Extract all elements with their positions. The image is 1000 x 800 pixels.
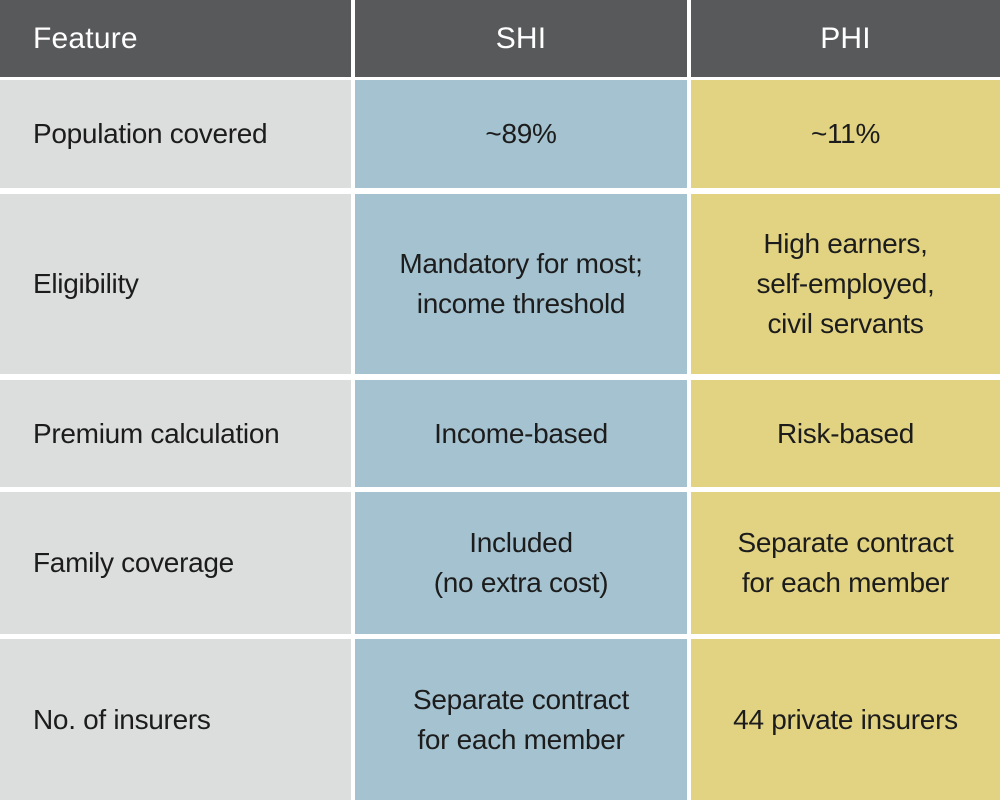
row-population-phi-value: ~11% — [687, 77, 1000, 188]
row-population-shi-value: ~89% — [351, 77, 687, 188]
row-population-feature-label: Population covered — [0, 77, 351, 188]
column-header-shi: SHI — [351, 0, 687, 77]
column-header-phi: PHI — [687, 0, 1000, 77]
row-premium-phi-value: Risk-based — [687, 374, 1000, 487]
row-premium-shi-value: Income-based — [351, 374, 687, 487]
row-family-shi-value: Included (no extra cost) — [351, 487, 687, 634]
row-eligibility-feature-label: Eligibility — [0, 188, 351, 374]
column-header-feature: Feature — [0, 0, 351, 77]
row-insurers-feature-label: No. of insurers — [0, 634, 351, 800]
row-eligibility-phi-value: High earners, self-employed, civil serva… — [687, 188, 1000, 374]
row-insurers-phi-value: 44 private insurers — [687, 634, 1000, 800]
row-family-feature-label: Family coverage — [0, 487, 351, 634]
row-insurers-shi-value: Separate contract for each member — [351, 634, 687, 800]
row-eligibility-shi-value: Mandatory for most; income threshold — [351, 188, 687, 374]
row-family-phi-value: Separate contract for each member — [687, 487, 1000, 634]
row-premium-feature-label: Premium calculation — [0, 374, 351, 487]
